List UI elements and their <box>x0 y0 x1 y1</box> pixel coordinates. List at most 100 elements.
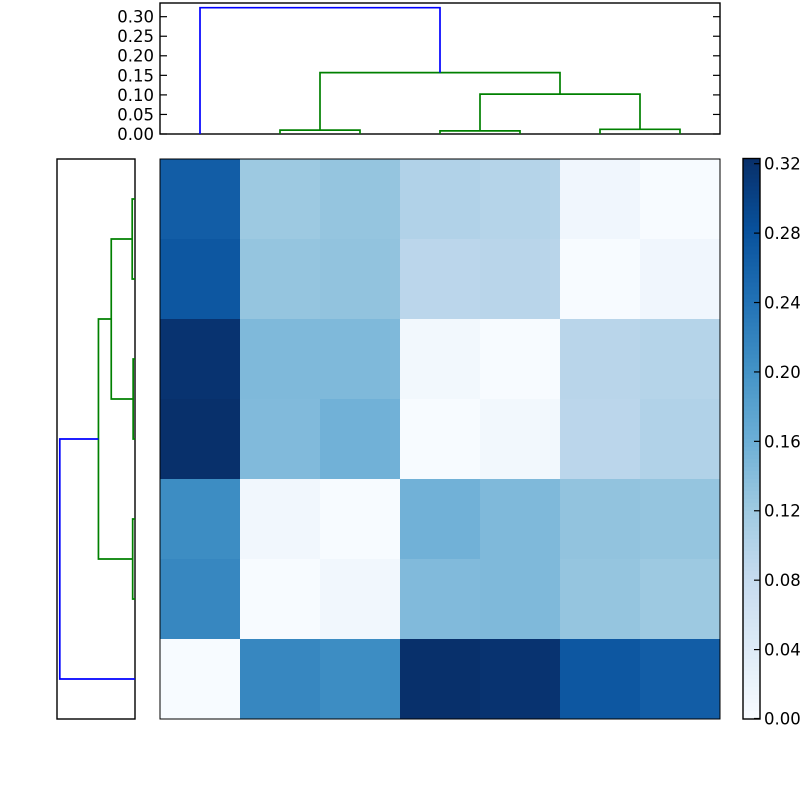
dendrogram-link <box>131 518 135 600</box>
colorbar-gradient-step <box>743 310 760 316</box>
colorbar-gradient-step <box>743 606 760 612</box>
heatmap-cell <box>640 639 720 719</box>
heatmap-cell <box>160 159 240 239</box>
heatmap-cell <box>240 639 320 719</box>
colorbar-gradient-step <box>743 558 760 564</box>
colorbar-gradient-step <box>743 502 760 508</box>
heatmap-cell <box>160 559 240 639</box>
top-dendrogram-tick-label: 0.25 <box>117 27 154 46</box>
colorbar-gradient-step <box>743 194 760 200</box>
heatmap-cell <box>480 239 560 319</box>
colorbar-gradient-step <box>743 450 760 456</box>
top-dendrogram-links <box>199 6 681 134</box>
heatmap-cell <box>240 479 320 559</box>
colorbar-gradient-step <box>743 178 760 184</box>
colorbar-gradient-step <box>743 398 760 404</box>
colorbar-gradient-step <box>743 710 760 716</box>
colorbar-gradient-step <box>743 702 760 708</box>
colorbar-gradient-step <box>743 322 760 328</box>
colorbar-gradient-step <box>743 682 760 688</box>
colorbar-gradient-step <box>743 538 760 544</box>
colorbar-gradient-step <box>743 162 760 168</box>
colorbar-tick-label: 0.00 <box>764 709 800 728</box>
heatmap-cell <box>640 239 720 319</box>
colorbar-gradient-step <box>743 346 760 352</box>
heatmap-cell <box>240 239 320 319</box>
heatmap-cell <box>400 319 480 399</box>
colorbar-gradient-step <box>743 326 760 332</box>
colorbar-gradient-step <box>743 198 760 204</box>
heatmap-cell <box>560 159 640 239</box>
colorbar-gradient-step <box>743 246 760 252</box>
colorbar-gradient-step <box>743 454 760 460</box>
colorbar-gradient-step <box>743 550 760 556</box>
colorbar-gradient-step <box>743 666 760 672</box>
colorbar-gradient-step <box>743 390 760 396</box>
colorbar-gradient-step <box>743 546 760 552</box>
colorbar-gradient-step <box>743 402 760 408</box>
colorbar-gradient-step <box>743 574 760 580</box>
colorbar-gradient-step <box>743 282 760 288</box>
colorbar-gradient-step <box>743 694 760 700</box>
dendrogram-link <box>58 438 135 680</box>
colorbar-gradient-step <box>743 362 760 368</box>
colorbar-gradient-step <box>743 238 760 244</box>
heatmap-cell <box>480 319 560 399</box>
colorbar-gradient-step <box>743 650 760 656</box>
colorbar-gradient-step <box>743 386 760 392</box>
colorbar-gradient-step <box>743 462 760 468</box>
top-dendrogram-tick-label: 0.20 <box>117 47 154 66</box>
heatmap-cell <box>240 399 320 479</box>
heatmap-cell <box>160 639 240 719</box>
colorbar-gradient-step <box>743 354 760 360</box>
colorbar-gradient-step <box>743 510 760 516</box>
top-dendrogram-tick-label: 0.15 <box>117 66 154 85</box>
colorbar-gradient-step <box>743 342 760 348</box>
dendrogram-link <box>199 6 441 134</box>
colorbar-gradient-step <box>743 410 760 416</box>
colorbar-gradient-step <box>743 498 760 504</box>
colorbar-gradient-step <box>743 622 760 628</box>
colorbar-tick-label: 0.04 <box>764 641 800 660</box>
heatmap-cell <box>400 159 480 239</box>
heatmap-cell <box>320 239 400 319</box>
colorbar-gradient-step <box>743 338 760 344</box>
colorbar-gradient-step <box>743 262 760 268</box>
colorbar-gradient-step <box>743 182 760 188</box>
colorbar-gradient-step <box>743 170 760 176</box>
colorbar-gradient-step <box>743 646 760 652</box>
heatmap-cell <box>160 399 240 479</box>
colorbar-gradient-step <box>743 258 760 264</box>
colorbar-gradient <box>743 158 760 720</box>
colorbar-gradient-step <box>743 474 760 480</box>
colorbar-gradient-step <box>743 494 760 500</box>
colorbar-gradient-step <box>743 234 760 240</box>
heatmap-cell <box>320 559 400 639</box>
colorbar-gradient-step <box>743 678 760 684</box>
colorbar-gradient-step <box>743 586 760 592</box>
colorbar-gradient-step <box>743 174 760 180</box>
heatmap-cell <box>480 159 560 239</box>
top-dendrogram: 0.000.050.100.150.200.250.30 <box>117 2 721 144</box>
colorbar-gradient-step <box>743 446 760 452</box>
colorbar-gradient-step <box>743 358 760 364</box>
colorbar-gradient-step <box>743 526 760 532</box>
heatmap-cell <box>560 399 640 479</box>
dendrogram-link <box>279 129 361 134</box>
colorbar-gradient-step <box>743 714 760 720</box>
colorbar-tick-label: 0.24 <box>764 293 800 312</box>
colorbar-gradient-step <box>743 438 760 444</box>
heatmap-cell <box>240 559 320 639</box>
heatmap-cell <box>320 319 400 399</box>
heatmap-cell <box>480 479 560 559</box>
colorbar-gradient-step <box>743 266 760 272</box>
top-dendrogram-tick-label: 0.30 <box>117 8 154 27</box>
heatmap-cell <box>320 639 400 719</box>
heatmap-cell <box>400 559 480 639</box>
top-dendrogram-tick-label: 0.00 <box>117 125 154 144</box>
heatmap-grid <box>159 158 721 720</box>
colorbar-gradient-step <box>743 278 760 284</box>
heatmap-cell <box>320 399 400 479</box>
colorbar-gradient-step <box>743 570 760 576</box>
colorbar-gradient-step <box>743 242 760 248</box>
